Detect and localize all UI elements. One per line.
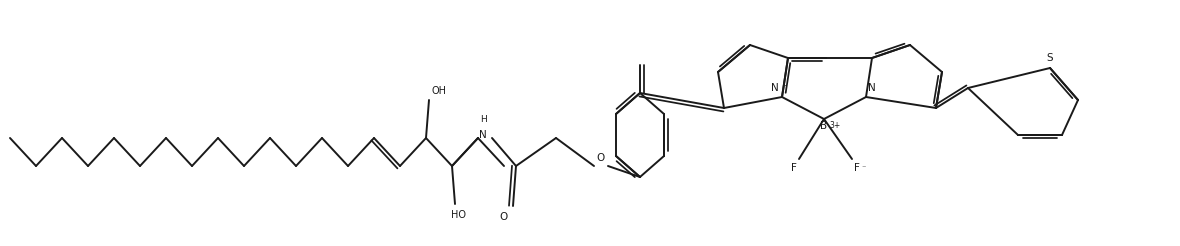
Text: F: F — [791, 163, 796, 173]
Text: ⁻: ⁻ — [861, 163, 865, 172]
Text: N: N — [772, 83, 779, 93]
Text: O: O — [499, 212, 507, 222]
Text: B: B — [820, 121, 827, 131]
Text: 3+: 3+ — [830, 121, 840, 130]
Text: OH: OH — [431, 86, 446, 96]
Text: N: N — [479, 130, 486, 140]
Text: H: H — [480, 115, 486, 124]
Text: O: O — [596, 153, 604, 163]
Text: S: S — [1047, 53, 1054, 63]
Text: ·: · — [784, 81, 787, 91]
Text: F: F — [854, 163, 860, 173]
Text: N: N — [868, 83, 876, 93]
Text: HO: HO — [451, 210, 466, 220]
